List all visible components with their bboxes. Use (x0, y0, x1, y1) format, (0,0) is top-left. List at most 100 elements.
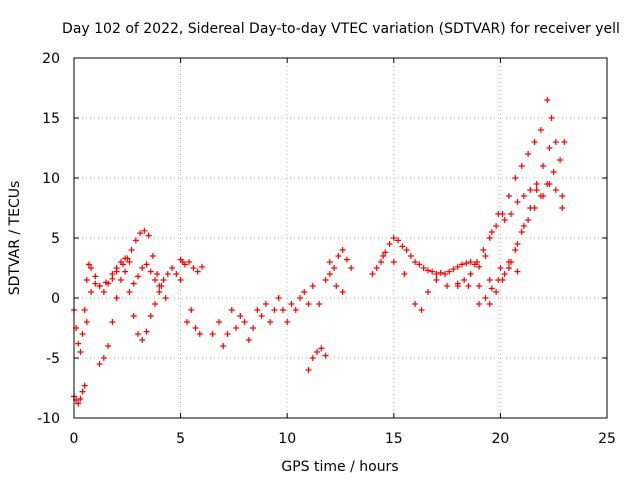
data-point (514, 241, 521, 247)
data-point (309, 283, 316, 289)
data-point (476, 301, 483, 307)
data-point (92, 280, 99, 287)
data-point (488, 285, 495, 292)
data-series (454, 97, 555, 289)
data-point (488, 229, 495, 235)
data-point (271, 307, 278, 313)
data-series (177, 256, 205, 337)
data-point (331, 265, 338, 271)
data-point (139, 337, 146, 343)
data-point (85, 261, 92, 268)
data-point (326, 259, 333, 265)
x-tick-label: 25 (598, 431, 616, 447)
data-point (373, 265, 380, 271)
data-point (369, 271, 376, 277)
data-point (463, 260, 470, 267)
data-point (301, 289, 308, 295)
x-tick-labels: 0 5 10 15 20 25 (70, 431, 616, 447)
data-point (305, 367, 312, 373)
x-tick-label: 10 (278, 431, 296, 447)
data-point (401, 271, 408, 277)
data-point (550, 169, 557, 175)
data-point (75, 400, 82, 407)
data-point (540, 193, 547, 199)
data-series (71, 227, 169, 407)
data-point (497, 265, 504, 271)
data-point (88, 265, 95, 271)
data-point (316, 301, 323, 307)
data-point (96, 283, 103, 289)
data-point (275, 295, 282, 301)
data-point (446, 268, 453, 275)
data-point (147, 268, 154, 275)
data-point (508, 211, 515, 217)
data-point (322, 277, 329, 283)
data-point (514, 199, 521, 205)
data-point (309, 355, 316, 361)
data-point (284, 319, 291, 325)
data-point (152, 301, 159, 307)
data-point (186, 259, 193, 265)
data-point (525, 217, 532, 223)
data-point (262, 301, 269, 307)
data-point (450, 266, 457, 273)
data-point (441, 271, 448, 277)
data-point (486, 301, 493, 307)
data-point (540, 163, 547, 169)
data-point (173, 271, 180, 277)
data-point (122, 255, 129, 262)
data-point (533, 181, 540, 187)
y-tick-label: 0 (51, 291, 60, 307)
data-point (83, 319, 90, 325)
data-point (548, 115, 555, 121)
data-series (96, 268, 163, 367)
data-point (109, 271, 116, 277)
data-point (333, 283, 340, 289)
data-point (482, 295, 489, 301)
data-point (198, 263, 205, 270)
data-point (132, 237, 139, 244)
data-point (279, 307, 286, 313)
data-point (209, 331, 216, 337)
data-point (501, 217, 508, 223)
data-point (83, 277, 90, 283)
data-point (105, 343, 112, 349)
data-point (105, 280, 112, 287)
data-point (156, 289, 163, 295)
data-point (233, 325, 240, 331)
data-point (126, 289, 133, 295)
data-point (122, 268, 129, 275)
data-point (109, 319, 116, 325)
data-point (465, 283, 472, 289)
data-point (220, 343, 227, 349)
y-tick-label: -10 (37, 411, 60, 427)
data-point (228, 307, 235, 313)
data-point (149, 253, 156, 259)
x-tick-label: 0 (70, 431, 79, 447)
data-point (145, 232, 152, 239)
data-point (480, 247, 487, 253)
tick-marks (73, 57, 608, 419)
data-point (162, 295, 169, 301)
data-point (518, 229, 525, 235)
data-point (505, 265, 512, 271)
data-point (81, 307, 88, 313)
data-point (395, 237, 402, 244)
data-point (258, 313, 265, 319)
data-point (437, 269, 444, 276)
data-point (561, 139, 568, 145)
data-point (520, 193, 527, 199)
data-point (92, 273, 99, 280)
data-point (113, 265, 120, 271)
data-point (416, 261, 423, 268)
data-point (501, 271, 508, 277)
data-point (461, 277, 468, 283)
data-point (527, 187, 534, 193)
data-point (181, 261, 188, 268)
data-point (164, 271, 171, 277)
data-point (75, 340, 82, 347)
data-point (559, 193, 566, 199)
y-tick-label: 5 (51, 231, 60, 247)
data-point (126, 259, 133, 265)
